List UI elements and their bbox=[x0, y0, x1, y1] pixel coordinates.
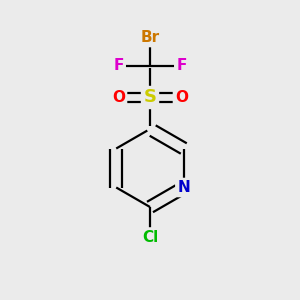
Text: O: O bbox=[175, 90, 188, 105]
Text: F: F bbox=[113, 58, 124, 74]
Text: F: F bbox=[176, 58, 187, 74]
Text: Br: Br bbox=[140, 30, 160, 45]
Text: N: N bbox=[177, 180, 190, 195]
Text: S: S bbox=[143, 88, 157, 106]
Text: O: O bbox=[112, 90, 125, 105]
Text: Cl: Cl bbox=[142, 230, 158, 244]
